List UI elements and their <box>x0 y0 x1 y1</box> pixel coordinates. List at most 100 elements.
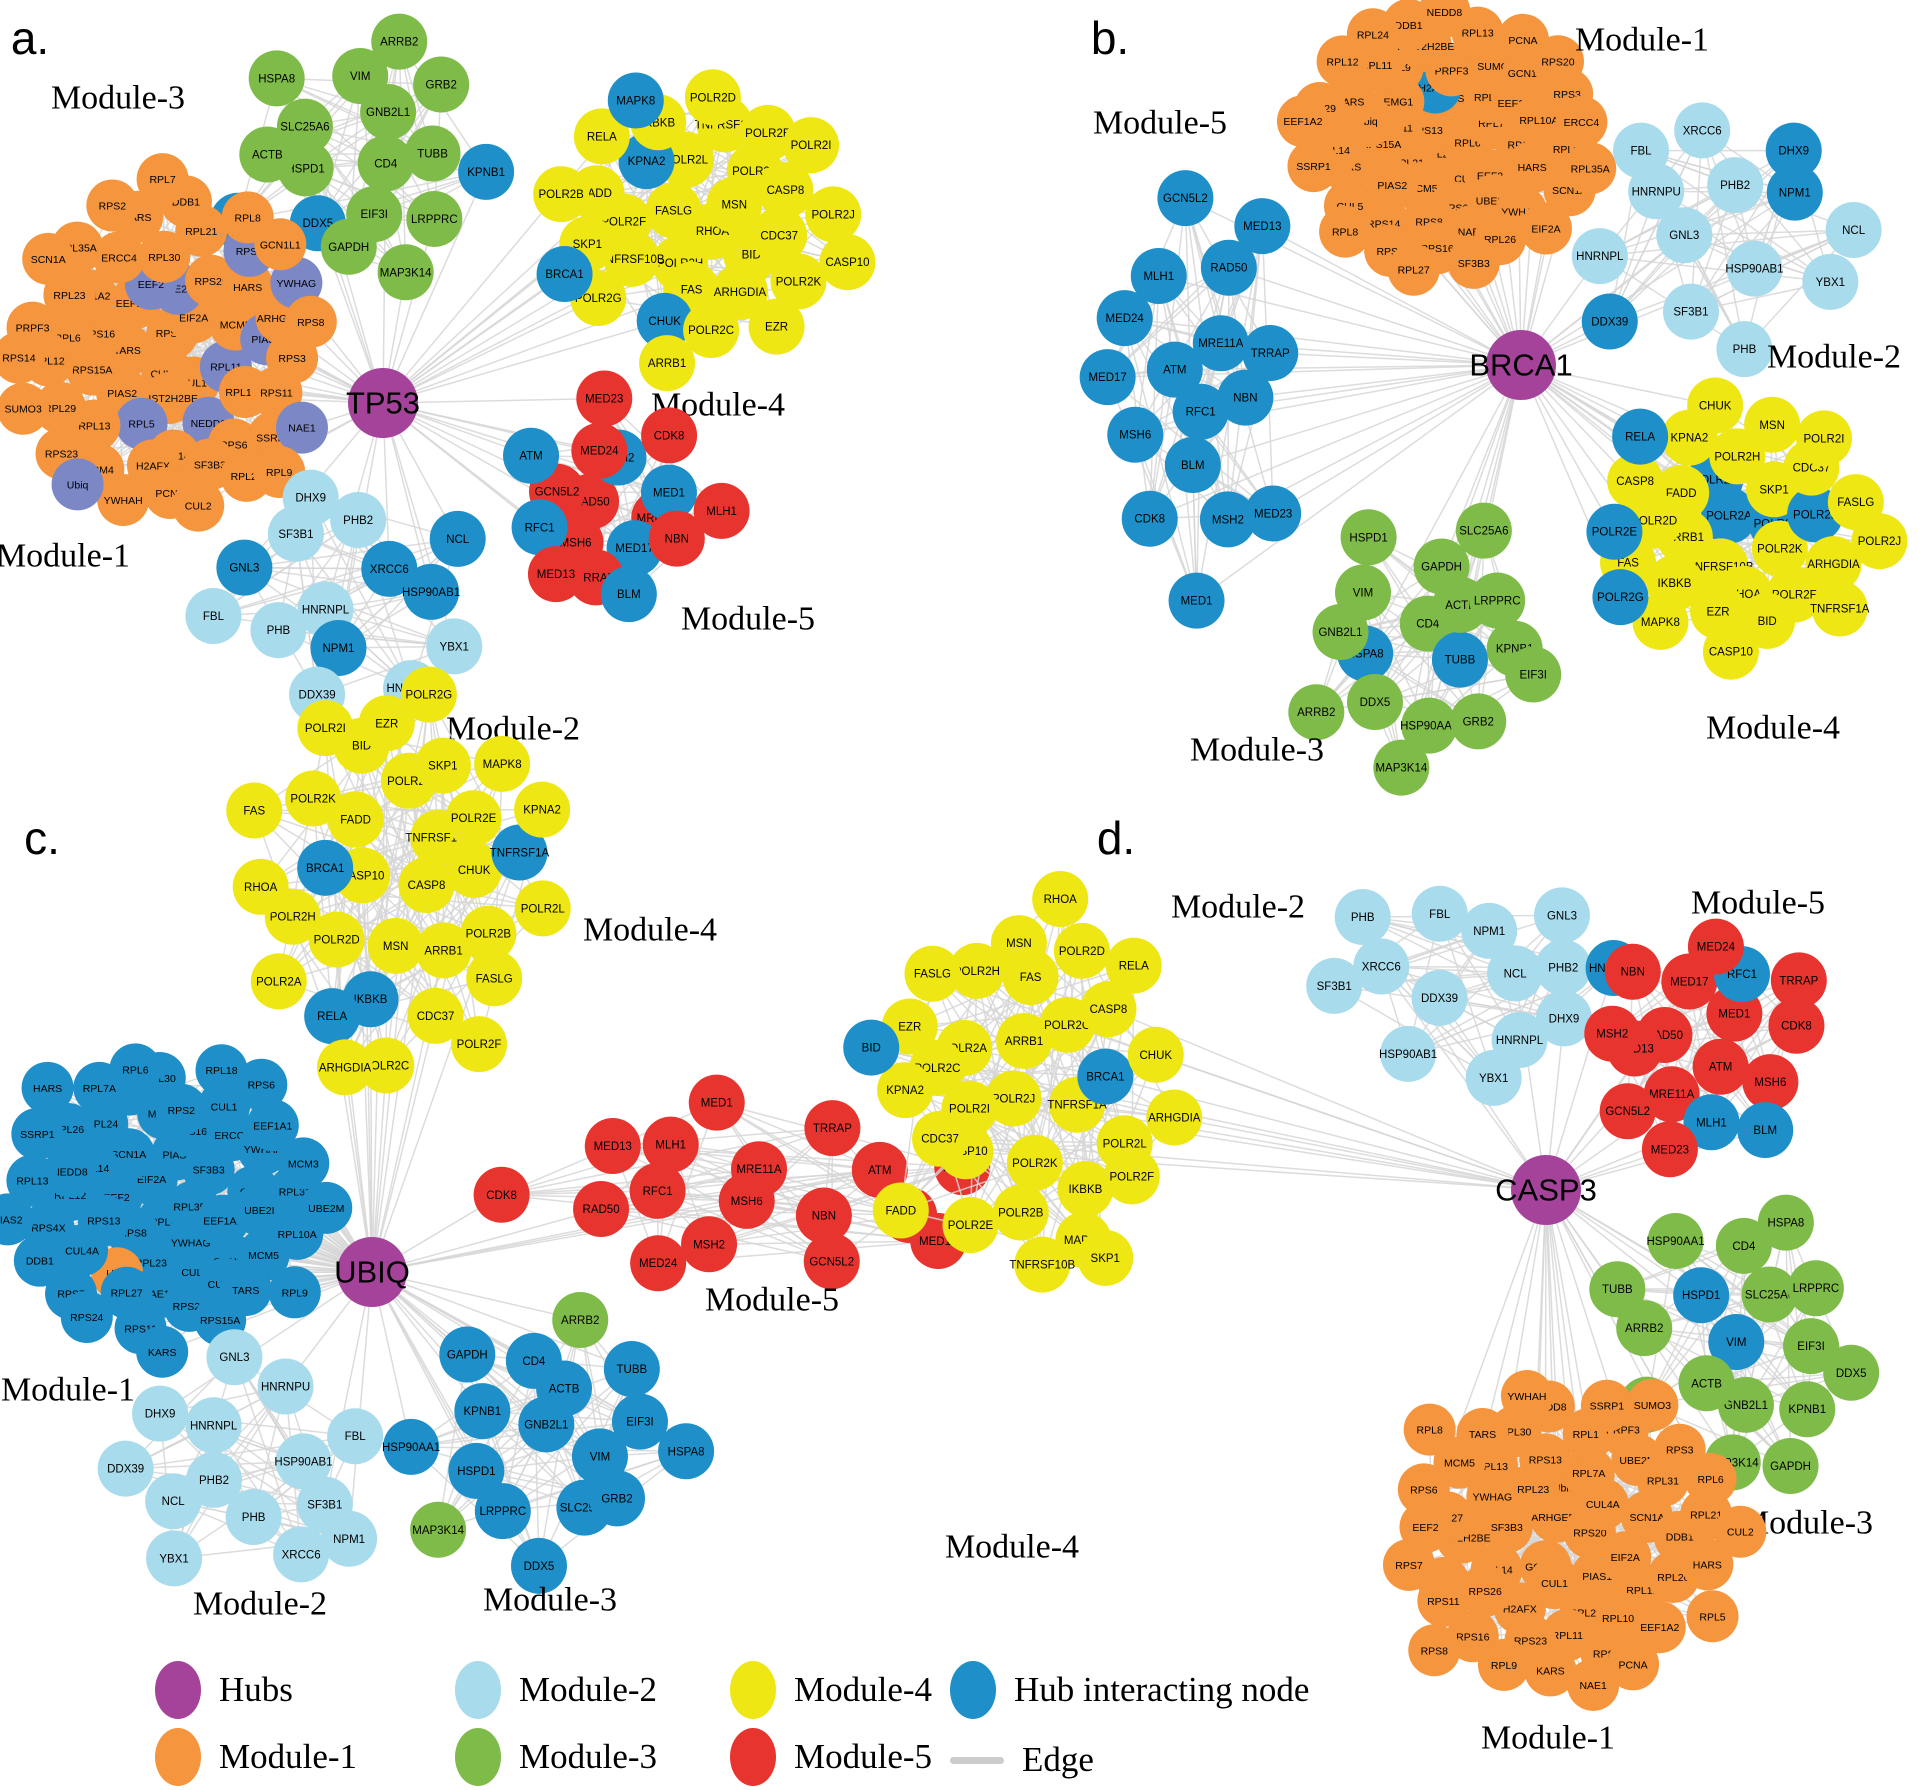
gene-node-label: CASP8 <box>408 880 446 892</box>
gene-node-label: KPNA2 <box>1671 433 1709 445</box>
gene-node-label: NEDD8 <box>1427 7 1463 19</box>
gene-node-label: TNFRSF1A <box>1810 604 1870 616</box>
gene-node-label: TRRAP <box>1251 348 1290 360</box>
gene-node-label: MED13 <box>537 569 575 581</box>
gene-node-label: GAPDH <box>1770 1461 1811 1473</box>
gene-node-label: TUBB <box>616 1364 647 1376</box>
gene-node-label: BLM <box>1753 1125 1777 1137</box>
gene-node-label: POLR2H <box>954 966 1000 978</box>
gene-node-label: CD4 <box>1732 1241 1756 1253</box>
gene-node-label: MCM5 <box>248 1250 279 1262</box>
gene-node-label: RPL5 <box>1699 1611 1725 1623</box>
gene-node-label: HSPD1 <box>457 1466 495 1478</box>
gene-node-label: CUL1 <box>211 1101 238 1113</box>
gene-node-label: MED23 <box>1651 1144 1689 1156</box>
gene-node-label: RPS3 <box>278 353 306 365</box>
gene-node-label: MAPK8 <box>616 96 655 108</box>
gene-node-label: GCN5L2 <box>1163 193 1208 205</box>
gene-node-label: ATM <box>519 451 542 463</box>
gene-node-label: DHX9 <box>145 1409 176 1421</box>
gene-node-label: RPS2 <box>99 200 127 212</box>
gene-node-label: KPNA2 <box>628 156 666 168</box>
gene-node-label: EIF3I <box>360 209 387 221</box>
gene-node-label: MAP3K14 <box>1375 763 1427 775</box>
gene-node-label: POLR2L <box>1103 1138 1148 1150</box>
gene-node-label: MSN <box>721 200 747 212</box>
gene-node-label: DDB1 <box>26 1256 54 1268</box>
gene-node-label: YBX1 <box>159 1553 188 1565</box>
gene-node-label: ARHGDIA <box>319 1062 372 1074</box>
module-label: Module-3 <box>483 1582 617 1619</box>
gene-node-label: CASP8 <box>767 185 805 197</box>
gene-node-label: CDK8 <box>486 1190 517 1202</box>
panel-letter: c. <box>24 812 60 864</box>
gene-node-label: SCN1A <box>31 254 66 266</box>
gene-node-label: PHB2 <box>1720 180 1750 192</box>
gene-node-label: MCM5 <box>1444 1458 1475 1470</box>
gene-node-label: CDK8 <box>1134 514 1165 526</box>
gene-node-label: KPNB1 <box>467 167 505 179</box>
gene-node-label: SF3B3 <box>1458 258 1490 270</box>
gene-node-label: MLH1 <box>706 506 737 518</box>
gene-node-label: MED24 <box>1105 313 1144 325</box>
module-label: Module-2 <box>193 1586 327 1623</box>
gene-node-label: RPL10A <box>1519 115 1558 127</box>
gene-node-label: MED23 <box>585 394 623 406</box>
gene-node-label: CASP8 <box>1616 476 1654 488</box>
gene-node-label: SUMO3 <box>4 404 42 416</box>
gene-node-label: MSH2 <box>1212 514 1244 526</box>
gene-node-label: MAPK8 <box>483 759 522 771</box>
gene-node-label: XRCC6 <box>282 1549 321 1561</box>
gene-node-label: BRCA1 <box>1086 1072 1124 1084</box>
gene-node-label: SSRP1 <box>20 1129 55 1141</box>
gene-node-label: BRCA1 <box>545 269 583 281</box>
gene-node-label: RPL7A <box>83 1083 116 1095</box>
gene-node-label: TUBB <box>417 149 448 161</box>
gene-node-label: IKBKB <box>1068 1184 1102 1196</box>
gene-node-label: HNRNPL <box>1576 251 1624 263</box>
gene-node-label: VIM <box>1726 1337 1746 1349</box>
gene-node-label: MSH6 <box>731 1196 763 1208</box>
gene-node-label: CDC37 <box>921 1134 959 1146</box>
gene-node-label: RPS15A <box>200 1315 240 1327</box>
gene-node-label: CHUK <box>458 865 491 877</box>
gene-node-label: HSP90AB1 <box>402 587 460 599</box>
gene-node-label: IKBKB <box>1658 578 1692 590</box>
gene-node-label: EIF3I <box>1797 1341 1824 1353</box>
gene-node-label: NBN <box>1233 393 1257 405</box>
gene-node-label: ACTB <box>252 150 283 162</box>
gene-node-label: HSP90AA1 <box>382 1442 440 1454</box>
gene-node-label: NPM1 <box>1473 926 1505 938</box>
gene-node-label: RPS13 <box>1529 1454 1562 1466</box>
gene-node-label: HSP90AA1 <box>1646 1236 1704 1248</box>
gene-node-label: ARRB1 <box>648 358 686 370</box>
gene-node-label: RFC1 <box>1727 969 1757 981</box>
gene-node-label: PCNA <box>1508 35 1537 47</box>
gene-node-label: GCN5L2 <box>809 1256 854 1268</box>
gene-node-label: CD4 <box>374 158 398 170</box>
gene-node-label: FBL <box>1630 146 1652 158</box>
gene-node-label: GRB2 <box>601 1493 632 1505</box>
gene-node-label: NAE1 <box>288 423 316 435</box>
gene-node-label: CDK8 <box>1781 1021 1812 1033</box>
gene-node-label: EZR <box>898 1021 921 1033</box>
hub-label: CASP3 <box>1495 1173 1597 1208</box>
module-label: Module-1 <box>1 1372 135 1409</box>
gene-node-label: KARS <box>148 1347 177 1359</box>
gene-node-label: DHX9 <box>1778 146 1809 158</box>
gene-node-label: PHB2 <box>343 515 373 527</box>
gene-node-label: Ubiq <box>67 479 89 491</box>
gene-node-label: FAS <box>1020 972 1042 984</box>
gene-node-label: IKBKB <box>354 994 388 1006</box>
panel-letter: a. <box>11 12 49 64</box>
gene-node-label: RFC1 <box>525 522 555 534</box>
gene-node-label: TNFRSF1A <box>490 848 550 860</box>
gene-node-label: POLR2B <box>998 1208 1044 1220</box>
module-label: Module-5 <box>1093 105 1227 142</box>
gene-node-label: GNL3 <box>229 563 259 575</box>
gene-node-label: ATM <box>1163 365 1186 377</box>
gene-node-label: MED1 <box>653 488 685 500</box>
gene-node-label: PIAS2 <box>107 388 137 400</box>
panel-letter: b. <box>1091 12 1129 64</box>
gene-node-label: KPNB1 <box>463 1406 501 1418</box>
